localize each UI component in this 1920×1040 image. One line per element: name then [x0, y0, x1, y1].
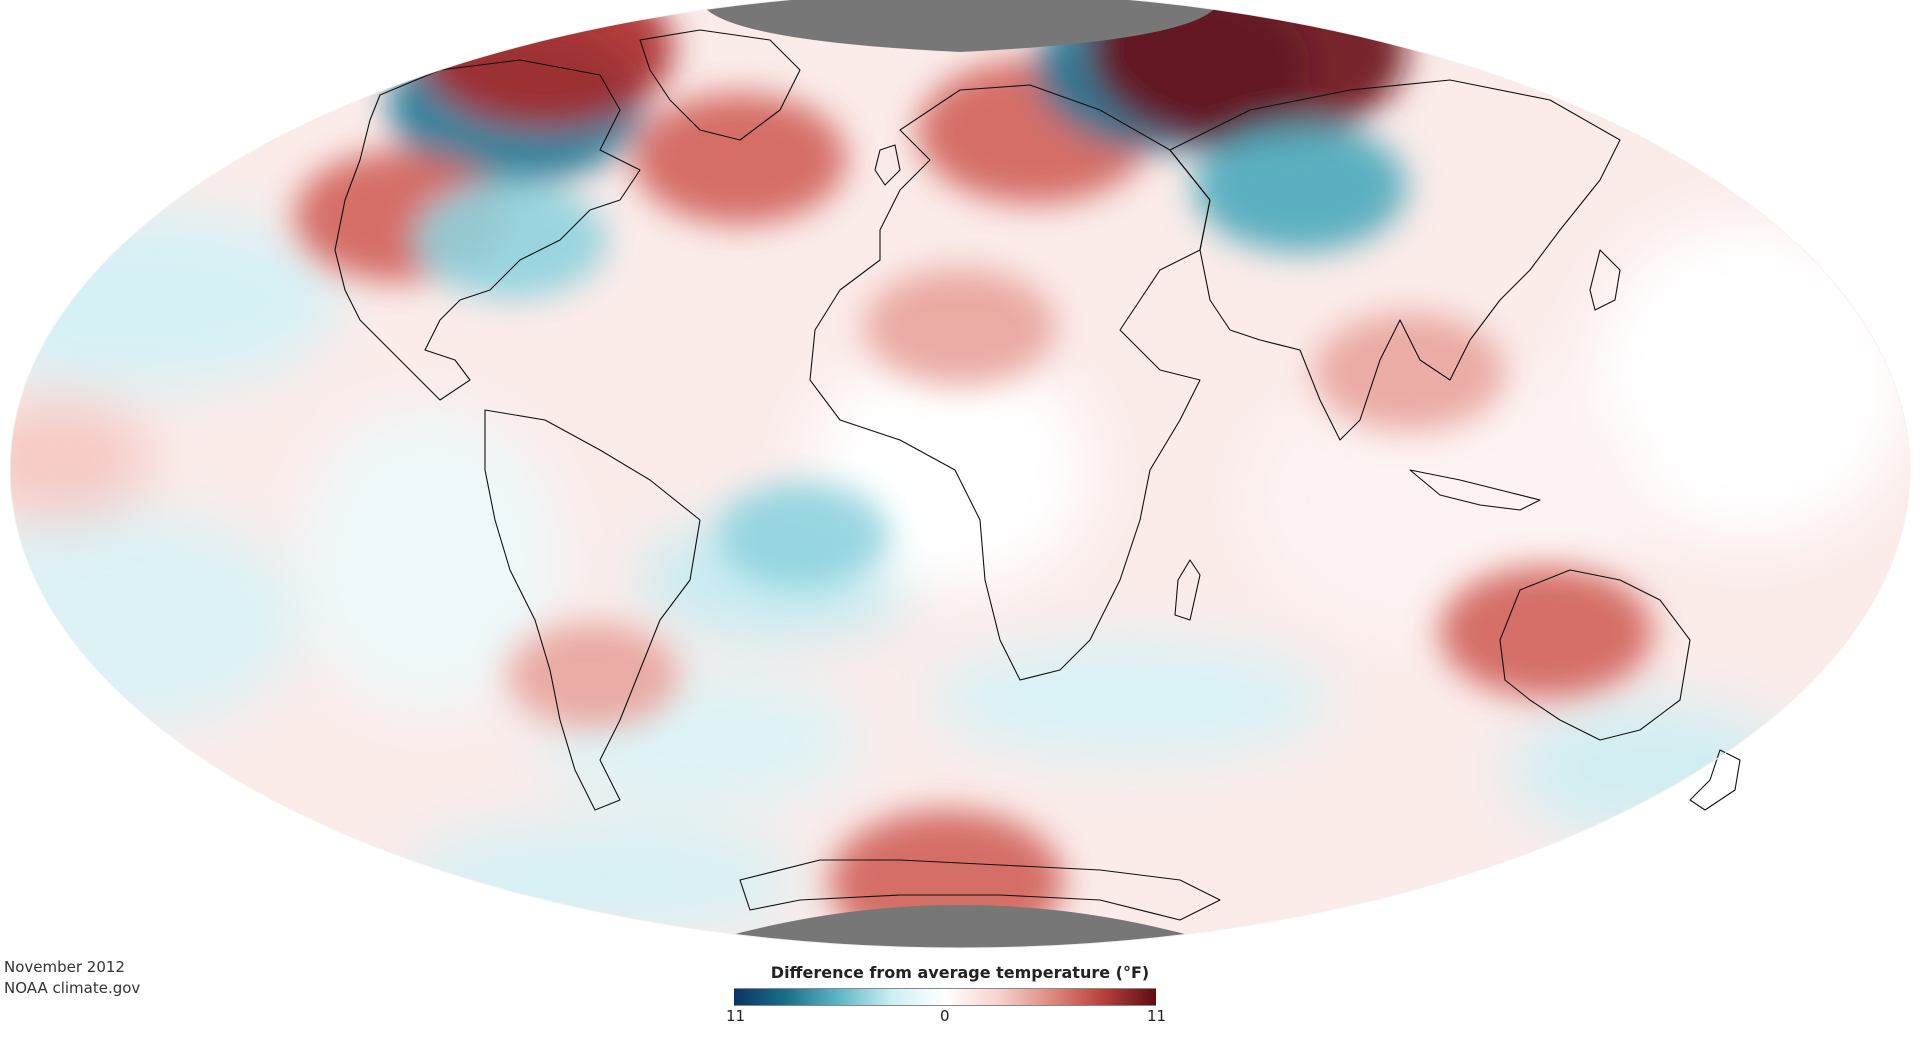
anomaly-southern-south-america — [507, 622, 679, 729]
new-zealand-outline — [1689, 749, 1741, 811]
anomaly-australia — [1439, 566, 1653, 698]
caption-credit: NOAA climate.gov — [4, 979, 141, 997]
greenland-outline — [639, 29, 801, 141]
asia-outline — [1169, 79, 1621, 441]
anomaly-southeast-asia — [1313, 312, 1506, 432]
globe-border — [9, 0, 1911, 949]
caption-date: November 2012 — [4, 958, 125, 976]
legend-mid-label: 0 — [940, 1007, 950, 1025]
north-america-outline — [334, 59, 641, 401]
legend-color-bar — [734, 988, 1156, 1006]
south-america-outline — [484, 409, 701, 811]
legend-max-label: 11 — [1147, 1007, 1167, 1025]
uk-outline — [874, 144, 901, 186]
antarctica-outline — [739, 859, 1221, 921]
australia-outline — [1499, 569, 1691, 741]
legend-min-label: 11 — [726, 1007, 746, 1025]
anomaly-us-east — [414, 180, 608, 300]
indonesia-outline — [1409, 469, 1541, 511]
madagascar-outline — [1174, 559, 1201, 621]
continent-outlines — [334, 29, 1741, 921]
anomaly-north-africa — [863, 268, 1057, 387]
anomaly-south-atlantic — [717, 482, 889, 589]
anomaly-central-asia — [1193, 121, 1407, 253]
north-pole-no-data — [700, 0, 1220, 52]
legend-title: Difference from average temperature (°F) — [770, 963, 1150, 982]
anomaly-north-atlantic — [633, 93, 847, 225]
japan-outline — [1589, 249, 1621, 311]
anomaly-background-field — [10, 210, 1910, 940]
